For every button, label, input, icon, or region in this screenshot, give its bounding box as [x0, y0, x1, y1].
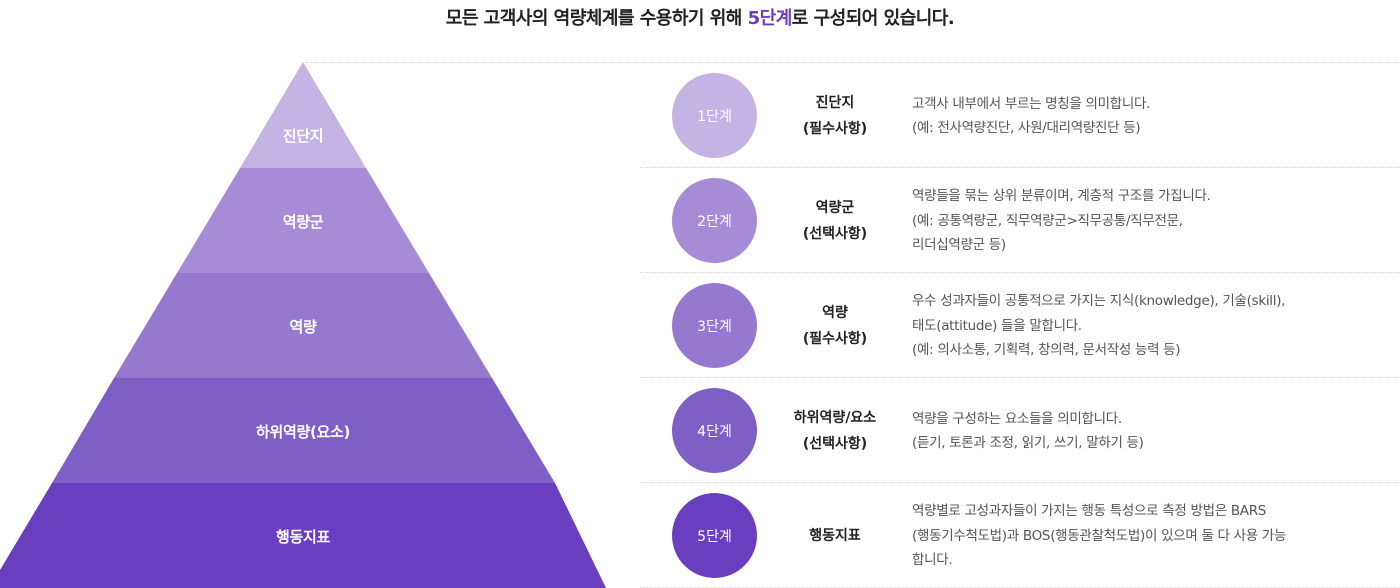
row-divider	[640, 167, 1400, 168]
stage-name-3: 역량 (필수사항)	[770, 274, 900, 378]
stage-title: 하위역량/요소	[793, 410, 877, 426]
headline-highlight: 5단계	[747, 8, 793, 29]
pyramid-label-4: 하위역량(요소)	[255, 423, 351, 441]
headline-text: 모든 고객사의 역량체계를 수용하기 위해	[445, 8, 748, 29]
row-divider	[640, 482, 1400, 483]
stage-circle-2: 2단계	[672, 178, 757, 263]
stage-title: 역량군	[815, 200, 855, 216]
stage-requirement: (필수사항)	[802, 121, 868, 137]
stage-title: 행동지표	[809, 528, 861, 544]
row-divider	[640, 272, 1400, 273]
stage-title: 진단지	[815, 95, 855, 111]
stage-name-4: 하위역량/요소 (선택사항)	[770, 379, 900, 483]
stage-description-1: 고객사 내부에서 부르는 명칭을 의미합니다. (예: 전사역량진단, 사원/대…	[912, 64, 1382, 168]
stage-description-4: 역량을 구성하는 요소들을 의미합니다. (듣기, 토론과 조정, 읽기, 쓰기…	[912, 379, 1382, 483]
description-line: (듣기, 토론과 조정, 읽기, 쓰기, 말하기 등)	[912, 435, 1144, 451]
description-line: 리더십역량군 등)	[912, 237, 1006, 254]
description-line: 태도(attitude) 들을 말합니다.	[912, 317, 1082, 334]
description-line: 우수 성과자들이 공통적으로 가지는 지식(knowledge), 기술(ski…	[912, 293, 1286, 310]
stage-name-2: 역량군 (선택사항)	[770, 169, 900, 273]
pyramid-level-4	[52, 378, 555, 483]
stage-circle-1: 1단계	[672, 73, 757, 158]
stage-title: 역량	[822, 305, 848, 321]
pyramid-label-1: 진단지	[282, 127, 324, 145]
page-headline: 모든 고객사의 역량체계를 수용하기 위해 5단계로 구성되어 있습니다.	[0, 4, 1400, 30]
description-line: (예: 전사역량진단, 사원/대리역량진단 등)	[912, 120, 1141, 136]
description-line: (예: 공통역량군, 직무역량군>직무공통/직무전문,	[912, 212, 1183, 229]
stage-requirement: (필수사항)	[802, 331, 868, 347]
stage-circle-3: 3단계	[672, 283, 757, 368]
stage-description-5: 역량별로 고성과자들이 가지는 행동 특성으로 측정 방법은 BARS (행동기…	[912, 484, 1382, 588]
pyramid-label-3: 역량	[289, 318, 317, 336]
pyramid-level-2	[177, 168, 429, 273]
pyramid-label-2: 역량군	[282, 213, 324, 231]
description-line: 역량별로 고성과자들이 가지는 행동 특성으로 측정 방법은 BARS	[912, 503, 1267, 520]
description-line: 역량들을 묶는 상위 분류이며, 계층적 구조를 가집니다.	[912, 188, 1211, 205]
stage-description-2: 역량들을 묶는 상위 분류이며, 계층적 구조를 가집니다. (예: 공통역량군…	[912, 169, 1382, 273]
pyramid-level-3	[114, 273, 492, 378]
competency-pyramid	[0, 62, 606, 588]
headline-text-end: 로 구성되어 있습니다.	[791, 8, 955, 29]
stage-description-3: 우수 성과자들이 공통적으로 가지는 지식(knowledge), 기술(ski…	[912, 274, 1382, 378]
stage-circle-5: 5단계	[672, 493, 757, 578]
stage-name-5: 행동지표	[770, 484, 900, 588]
description-line: (예: 의사소통, 기획력, 창의력, 문서작성 능력 등)	[912, 342, 1181, 359]
stage-circle-4: 4단계	[672, 388, 757, 473]
description-line: 역량을 구성하는 요소들을 의미합니다.	[912, 410, 1122, 427]
stage-name-1: 진단지 (필수사항)	[770, 64, 900, 168]
description-line: 합니다.	[912, 552, 953, 569]
row-divider	[306, 62, 1400, 63]
pyramid-label-5: 행동지표	[275, 528, 330, 546]
pyramid-level-1	[240, 62, 366, 168]
description-line: (행동기수척도법)과 BOS(행동관찰척도법)이 있으며 둘 다 사용 가능	[912, 527, 1287, 544]
stage-requirement: (선택사항)	[802, 436, 868, 452]
pyramid-level-5	[0, 483, 606, 588]
description-line: 고객사 내부에서 부르는 명칭을 의미합니다.	[912, 95, 1151, 112]
stage-requirement: (선택사항)	[802, 226, 868, 242]
row-divider	[640, 377, 1400, 378]
